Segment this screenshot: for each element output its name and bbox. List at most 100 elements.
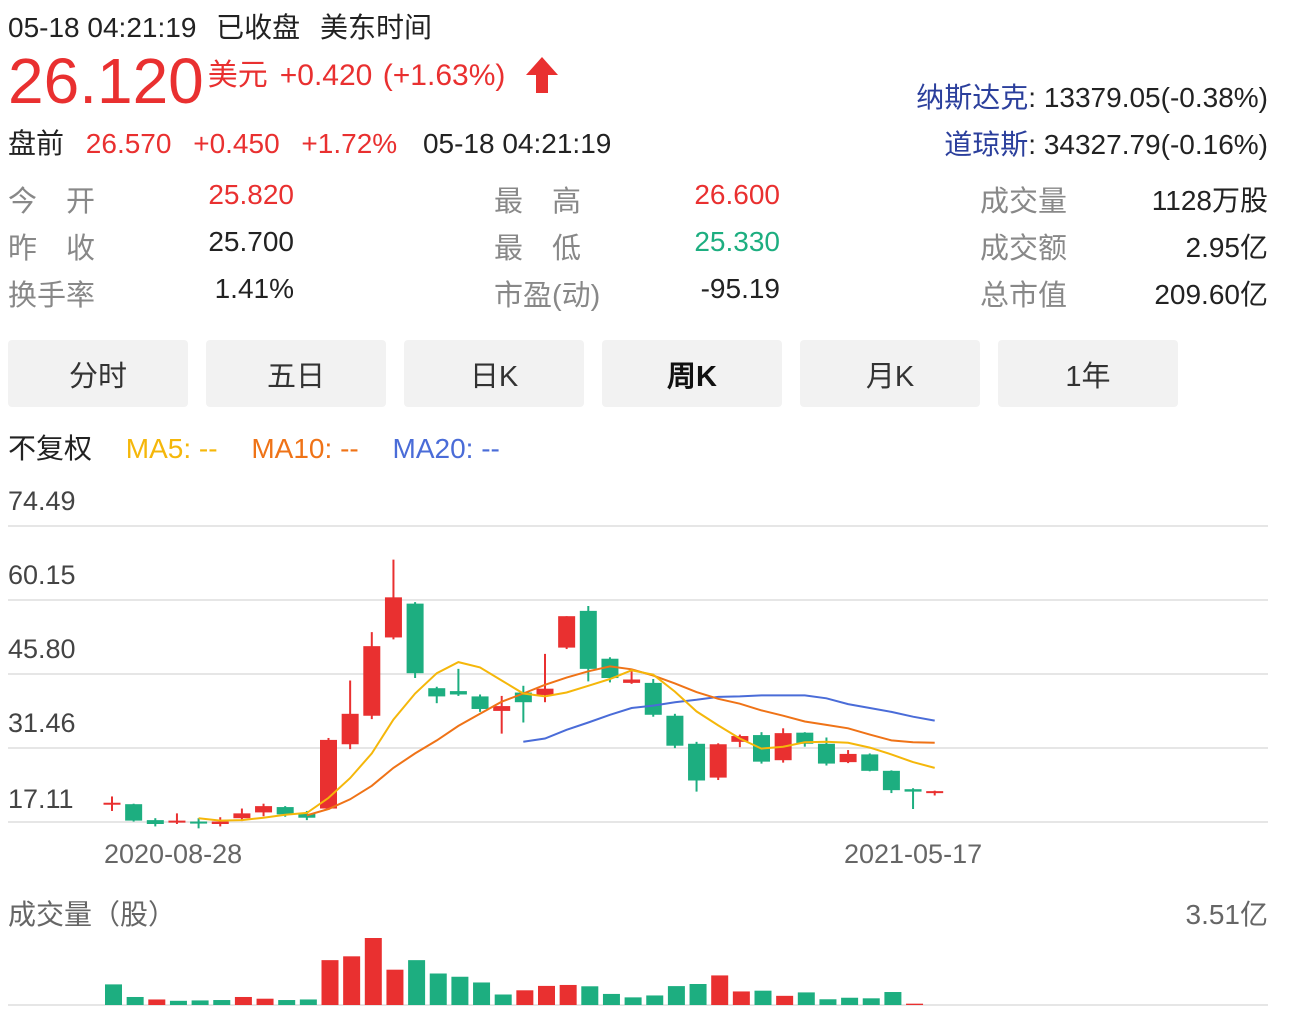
volume-bar: [906, 1003, 924, 1005]
premarket-pct: +1.72%: [301, 128, 398, 159]
candle-body: [428, 688, 446, 697]
premarket-line: 盘前 26.570 +0.450 +1.72% 05-18 04:21:19: [8, 122, 611, 162]
candle-body: [233, 813, 251, 819]
volume-bar: [126, 996, 144, 1005]
stat-value: 25.330: [694, 226, 780, 257]
stat-value: 26.600: [694, 179, 780, 210]
x-tick-label: 2021-05-17: [844, 839, 982, 869]
candle-body: [709, 744, 727, 778]
candle-body: [882, 770, 900, 791]
candle-body: [211, 821, 229, 824]
volume-bar: [667, 986, 685, 1005]
volume-bar: [732, 991, 750, 1005]
volume-bar: [516, 990, 534, 1005]
premarket-price: 26.570: [85, 128, 172, 159]
volume-bar: [256, 998, 274, 1005]
index-dow[interactable]: 道琼斯: 34327.79(-0.16%): [944, 123, 1268, 163]
volume-max-label: 3.51亿: [1185, 899, 1269, 930]
stat-label: 最 高: [494, 186, 582, 218]
price-change-pct: (+1.63%): [382, 59, 506, 92]
tab-2[interactable]: 日K: [404, 340, 584, 407]
candle-body: [904, 789, 922, 792]
volume-bar: [213, 1000, 231, 1005]
premarket-change: +0.450: [193, 128, 280, 159]
volume-bar: [191, 1000, 209, 1005]
candle-body: [449, 691, 467, 695]
ma5-line: [198, 661, 935, 822]
volume-bar: [234, 996, 252, 1005]
stat-label: 今 开: [8, 186, 96, 218]
candle-body: [536, 688, 554, 695]
candle-body: [666, 715, 684, 746]
volume-bar: [321, 960, 339, 1005]
volume-bar: [364, 938, 382, 1005]
last-price: 26.120: [8, 45, 204, 117]
stat-value: 2.95亿: [1185, 232, 1269, 263]
candle-body: [320, 739, 337, 809]
candle-body: [644, 682, 662, 715]
candle-body: [146, 820, 164, 824]
volume-bar: [386, 969, 404, 1005]
tab-4[interactable]: 月K: [800, 340, 980, 407]
ma10-legend: MA10: --: [251, 433, 359, 464]
candle-body: [406, 603, 424, 674]
tab-1[interactable]: 五日: [206, 340, 386, 407]
candle-body: [298, 813, 316, 818]
candle-body: [341, 713, 359, 745]
candle-body: [579, 610, 597, 669]
volume-bar: [451, 976, 469, 1005]
candle-body: [493, 706, 511, 711]
volume-bar: [602, 993, 620, 1005]
stat-label: 成交额: [980, 233, 1068, 265]
arrow-up-icon: [525, 57, 558, 93]
index-name: 纳斯达克: [916, 82, 1029, 113]
quote-time-line: 05-18 04:21:19 已收盘 美东时间: [8, 6, 444, 46]
candle-body: [514, 692, 532, 703]
tab-3[interactable]: 周K: [602, 340, 782, 407]
index-name: 道琼斯: [944, 129, 1029, 160]
price-line: 26.120 美元 +0.420 (+1.63%): [8, 46, 560, 116]
y-tick-label: 31.46: [8, 708, 76, 738]
stat-label: 总市值: [980, 280, 1068, 312]
volume-bar: [343, 956, 361, 1005]
volume-bar: [797, 992, 815, 1005]
currency-label: 美元: [207, 59, 268, 92]
ma20-legend: MA20: --: [392, 433, 500, 464]
tab-5[interactable]: 1年: [998, 340, 1178, 407]
volume-bar: [711, 975, 729, 1005]
market-status: 已收盘: [216, 12, 301, 43]
stat-value: -95.19: [700, 273, 780, 304]
candle-body: [839, 753, 857, 763]
candle-body: [190, 821, 208, 824]
candle-body: [168, 820, 186, 823]
volume-bar: [581, 986, 599, 1005]
x-tick-label: 2020-08-28: [104, 839, 242, 869]
ma10-line: [306, 665, 935, 817]
timezone-label: 美东时间: [319, 12, 432, 43]
volume-bar: [299, 999, 317, 1005]
stat-label: 市盈(动): [494, 280, 601, 312]
volume-bar: [278, 1000, 296, 1005]
stat-label: 昨 收: [8, 233, 96, 265]
candle-body: [103, 802, 121, 805]
candle-body: [558, 616, 576, 648]
ma20-line: [523, 694, 935, 743]
candle-body: [471, 696, 489, 709]
volume-bar: [538, 985, 555, 1005]
candle-body: [688, 743, 706, 781]
candle-body: [384, 597, 402, 638]
candle-body: [817, 743, 835, 764]
tab-0[interactable]: 分时: [8, 340, 188, 407]
stat-value: 209.60亿: [1154, 279, 1268, 310]
index-value: : 34327.79(-0.16%): [1028, 129, 1268, 160]
volume-bar: [624, 997, 642, 1005]
volume-bar: [884, 992, 902, 1005]
candle-body: [601, 658, 619, 679]
volume-bar: [169, 1000, 187, 1005]
volume-bar: [148, 999, 166, 1005]
candle-body: [926, 791, 944, 794]
adjust-mode-label[interactable]: 不复权: [8, 433, 93, 464]
index-nasdaq[interactable]: 纳斯达克: 13379.05(-0.38%): [916, 76, 1268, 116]
stat-value: 1.41%: [214, 273, 294, 304]
